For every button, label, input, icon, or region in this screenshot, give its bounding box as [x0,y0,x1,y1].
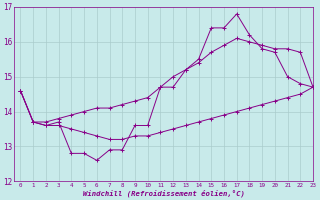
X-axis label: Windchill (Refroidissement éolien,°C): Windchill (Refroidissement éolien,°C) [83,189,244,197]
